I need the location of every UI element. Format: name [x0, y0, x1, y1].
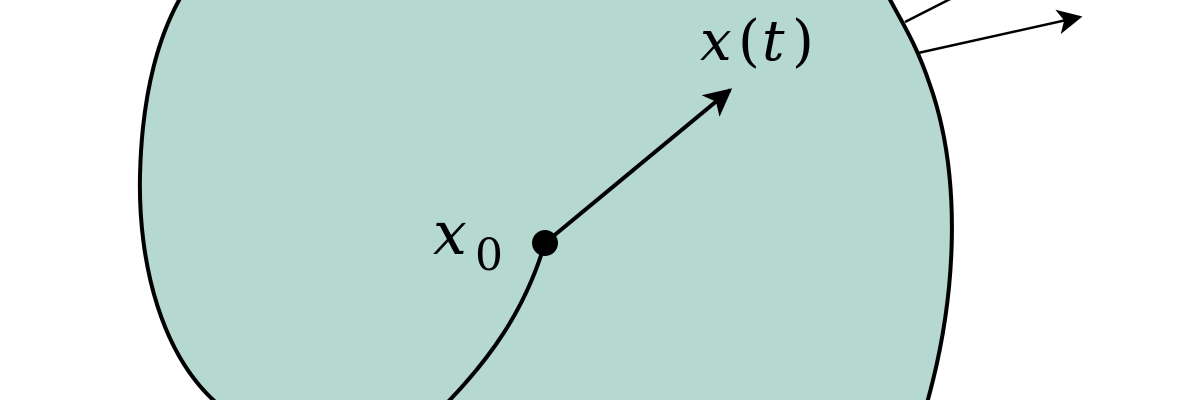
- end-arg: t: [762, 9, 785, 74]
- start-point-label: x 0: [433, 199, 503, 281]
- exit-arrow-right: [917, 9, 1083, 55]
- displacement-arrow: [543, 88, 733, 245]
- end-point-label: x ( t ): [700, 9, 814, 74]
- end-var: x: [700, 9, 732, 74]
- exit-arrow-upper: [904, 0, 951, 24]
- end-paren-close: ): [792, 9, 814, 74]
- start-subscript: 0: [475, 230, 503, 281]
- start-point: [532, 230, 558, 256]
- start-var: x: [433, 199, 467, 269]
- end-paren-open: (: [738, 9, 760, 74]
- trajectory-curve: [446, 241, 547, 400]
- region-blob: [137, 0, 954, 400]
